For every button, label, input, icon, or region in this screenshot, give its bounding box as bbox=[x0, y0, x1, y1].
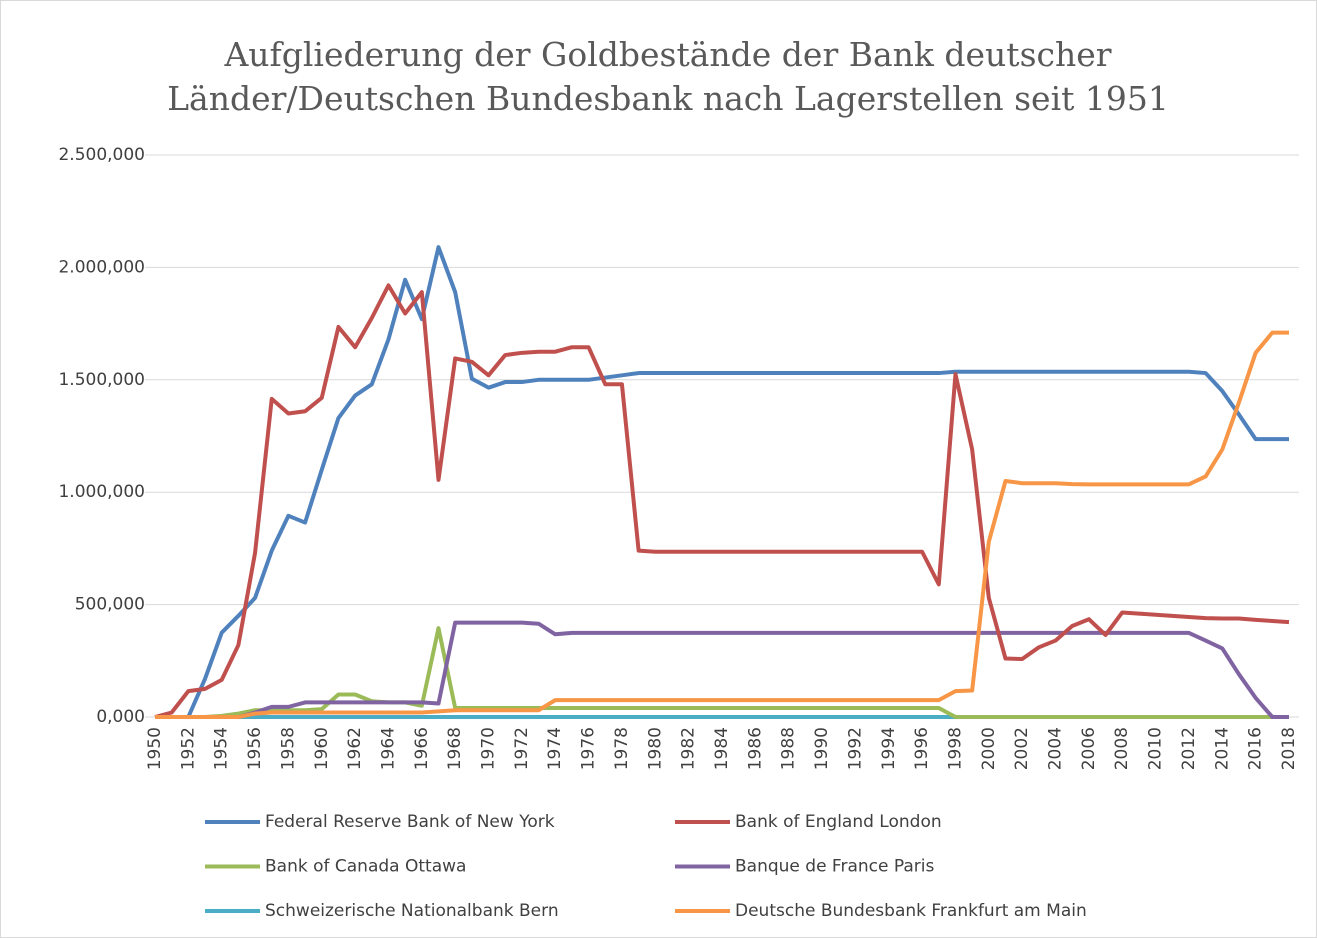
x-tick-label: 1980 bbox=[645, 727, 665, 770]
series-line bbox=[155, 620, 1289, 719]
legend-label: Bank of England London bbox=[735, 812, 942, 832]
x-tick-label: 1992 bbox=[845, 727, 865, 770]
x-tick-label: 2000 bbox=[979, 727, 999, 770]
x-tick-label: 1994 bbox=[879, 727, 899, 770]
x-tick-label: 1956 bbox=[245, 727, 265, 770]
x-tick-label: 1968 bbox=[445, 727, 465, 770]
x-tick-label: 1974 bbox=[545, 727, 565, 770]
x-tick-label: 1998 bbox=[945, 727, 965, 770]
x-tick-label: 1962 bbox=[345, 727, 365, 770]
x-tick-label: 2004 bbox=[1046, 727, 1066, 770]
y-tick-label: 0,000 bbox=[96, 707, 145, 727]
x-tick-label: 1984 bbox=[712, 727, 732, 770]
x-tick-label: 1988 bbox=[779, 727, 799, 770]
x-tick-label: 1960 bbox=[312, 727, 332, 770]
x-tick-label: 1996 bbox=[912, 727, 932, 770]
x-tick-label: 1970 bbox=[479, 727, 499, 770]
series-line bbox=[155, 330, 1289, 719]
x-tick-label: 1950 bbox=[145, 727, 165, 770]
x-tick-label: 2002 bbox=[1012, 727, 1032, 770]
x-tick-label: 2012 bbox=[1179, 727, 1199, 770]
y-tick-label: 1.500,000 bbox=[58, 370, 145, 390]
x-tick-label: 2016 bbox=[1246, 727, 1266, 770]
legend-label: Schweizerische Nationalbank Bern bbox=[265, 901, 559, 921]
y-tick-label: 2.000,000 bbox=[58, 257, 145, 277]
legend-label: Deutsche Bundesbank Frankfurt am Main bbox=[735, 901, 1087, 921]
legend-label: Federal Reserve Bank of New York bbox=[265, 812, 555, 832]
x-tick-label: 1954 bbox=[212, 727, 232, 770]
x-tick-label: 1952 bbox=[178, 727, 198, 770]
series-line bbox=[154, 283, 1290, 719]
x-tick-label: 2010 bbox=[1146, 727, 1166, 770]
series-line bbox=[155, 626, 1289, 719]
y-tick-label: 500,000 bbox=[75, 595, 145, 615]
chart-title: Aufgliederung der Goldbestände der Bank … bbox=[223, 35, 1111, 74]
y-tick-label: 1.000,000 bbox=[58, 482, 145, 502]
x-tick-label: 1990 bbox=[812, 727, 832, 770]
legend-label: Banque de France Paris bbox=[735, 857, 934, 877]
x-tick-label: 2014 bbox=[1212, 727, 1232, 770]
x-tick-label: 1966 bbox=[412, 727, 432, 770]
x-tick-label: 1976 bbox=[579, 727, 599, 770]
x-tick-label: 2018 bbox=[1279, 727, 1299, 770]
x-tick-label: 1978 bbox=[612, 727, 632, 770]
x-tick-label: 1986 bbox=[745, 727, 765, 770]
x-tick-label: 2008 bbox=[1112, 727, 1132, 770]
x-tick-label: 1972 bbox=[512, 727, 532, 770]
x-tick-label: 1982 bbox=[679, 727, 699, 770]
y-tick-label: 2.500,000 bbox=[58, 145, 145, 165]
x-tick-label: 2006 bbox=[1079, 727, 1099, 770]
x-tick-label: 1958 bbox=[278, 727, 298, 770]
legend-label: Bank of Canada Ottawa bbox=[265, 857, 466, 877]
series-line bbox=[155, 245, 1289, 719]
x-tick-label: 1964 bbox=[378, 727, 398, 770]
chart-title: Länder/Deutschen Bundesbank nach Lagerst… bbox=[167, 79, 1169, 118]
